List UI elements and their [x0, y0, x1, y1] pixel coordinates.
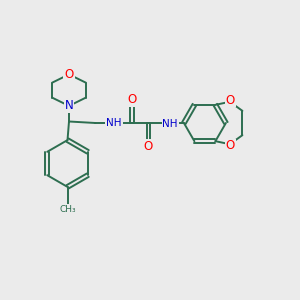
Text: N: N: [64, 99, 74, 112]
Text: O: O: [128, 93, 136, 106]
Text: NH: NH: [106, 118, 122, 128]
Text: O: O: [226, 140, 235, 152]
Text: O: O: [144, 140, 153, 153]
Text: NH: NH: [162, 118, 178, 129]
Text: O: O: [64, 68, 74, 81]
Text: CH₃: CH₃: [59, 205, 76, 214]
Text: O: O: [226, 94, 235, 106]
